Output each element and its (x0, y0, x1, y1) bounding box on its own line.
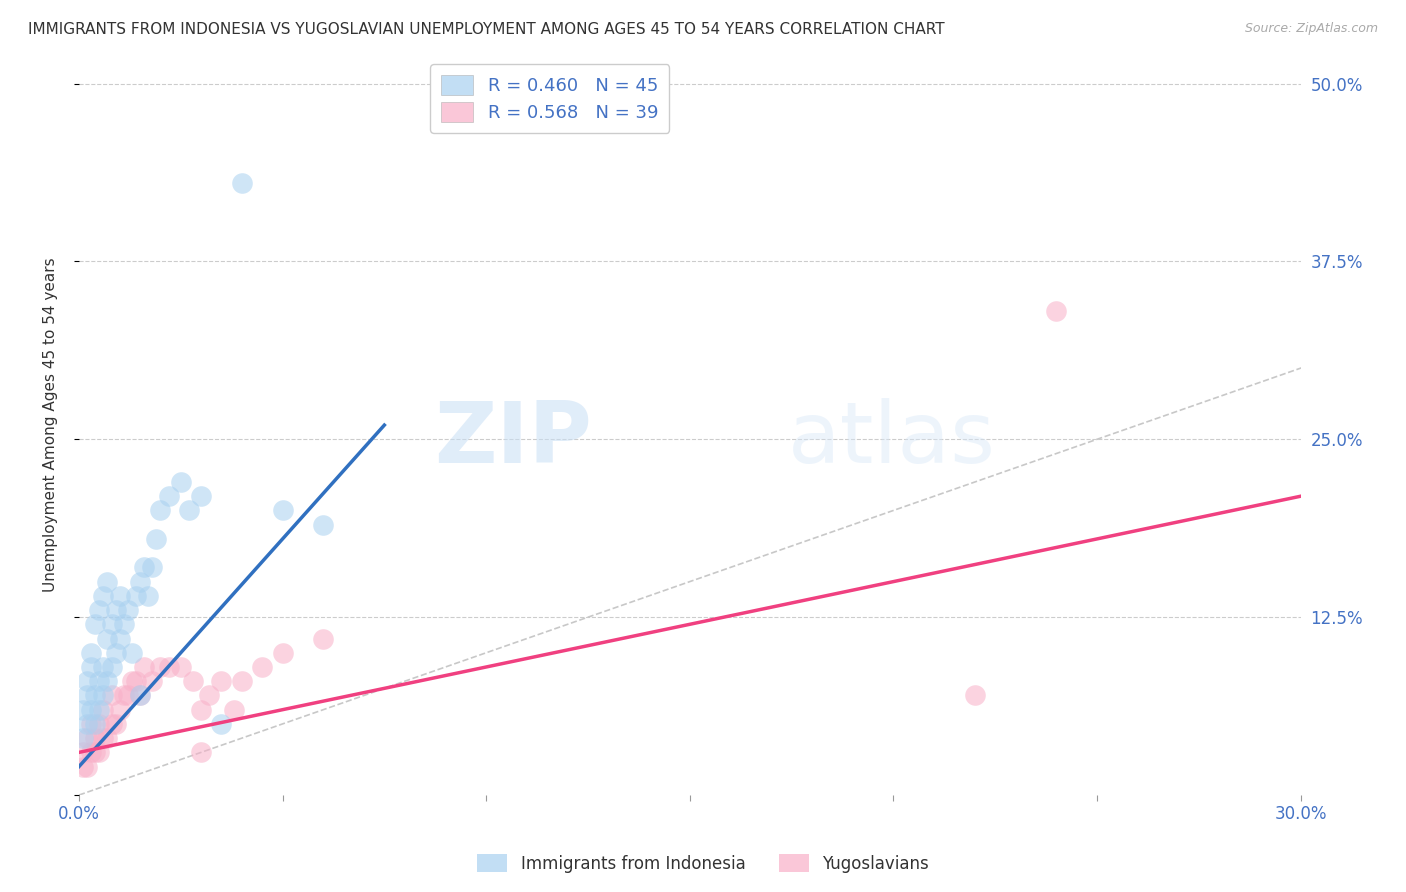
Point (80, 717, 103, 731)
Point (117, 689, 139, 703)
Point (80, 646, 103, 660)
Point (121, 646, 143, 660)
Point (157, 489, 180, 503)
Point (100, 689, 122, 703)
Point (84, 745, 107, 759)
Point (170, 475, 193, 489)
Point (72, 731, 94, 746)
Point (136, 589, 159, 603)
Point (84, 617, 107, 632)
Point (89, 603, 111, 617)
Text: IMMIGRANTS FROM INDONESIA VS YUGOSLAVIAN UNEMPLOYMENT AMONG AGES 45 TO 54 YEARS : IMMIGRANTS FROM INDONESIA VS YUGOSLAVIAN… (28, 22, 945, 37)
Point (76, 731, 98, 746)
Point (145, 532, 167, 546)
Point (84, 731, 107, 746)
Point (231, 176, 253, 190)
Point (112, 617, 135, 632)
Point (141, 674, 163, 689)
Point (96, 632, 118, 646)
Point (96, 731, 118, 746)
Point (104, 603, 127, 617)
Point (108, 703, 131, 717)
Text: ZIP: ZIP (434, 399, 592, 482)
Point (312, 517, 335, 532)
Point (231, 674, 253, 689)
Point (76, 717, 98, 731)
Point (181, 674, 204, 689)
Point (108, 632, 131, 646)
Point (312, 632, 335, 646)
Point (104, 646, 127, 660)
Point (72, 745, 94, 759)
Point (141, 560, 163, 574)
Point (76, 674, 98, 689)
Point (112, 689, 135, 703)
Point (80, 660, 103, 674)
Point (96, 674, 118, 689)
Point (108, 589, 131, 603)
Legend: Immigrants from Indonesia, Yugoslavians: Immigrants from Indonesia, Yugoslavians (471, 847, 935, 880)
Y-axis label: Unemployment Among Ages 45 to 54 years: Unemployment Among Ages 45 to 54 years (44, 258, 58, 592)
Point (271, 503, 294, 517)
Point (129, 689, 152, 703)
Point (1045, 304, 1067, 318)
Text: Source: ZipAtlas.com: Source: ZipAtlas.com (1244, 22, 1378, 36)
Point (121, 674, 143, 689)
Point (93, 689, 115, 703)
Legend: R = 0.460   N = 45, R = 0.568   N = 39: R = 0.460 N = 45, R = 0.568 N = 39 (430, 64, 669, 133)
Point (211, 717, 233, 731)
Point (190, 489, 212, 503)
Point (89, 674, 111, 689)
Point (190, 745, 212, 759)
Point (89, 703, 111, 717)
Point (89, 745, 111, 759)
Point (76, 759, 98, 773)
Point (84, 717, 107, 731)
Point (132, 660, 155, 674)
Point (93, 589, 115, 603)
Point (72, 759, 94, 773)
Point (198, 689, 221, 703)
Point (100, 660, 122, 674)
Point (100, 617, 122, 632)
Point (125, 589, 148, 603)
Point (80, 703, 103, 717)
Point (93, 703, 115, 717)
Point (117, 603, 139, 617)
Point (190, 703, 212, 717)
Point (177, 503, 200, 517)
Point (96, 574, 118, 589)
Point (250, 660, 273, 674)
Point (93, 731, 115, 746)
Point (132, 560, 155, 574)
Point (80, 745, 103, 759)
Point (125, 674, 148, 689)
Point (100, 717, 122, 731)
Point (72, 703, 94, 717)
Point (84, 689, 107, 703)
Point (222, 703, 245, 717)
Point (157, 660, 180, 674)
Point (149, 503, 172, 517)
Point (76, 689, 98, 703)
Point (93, 660, 115, 674)
Point (149, 660, 172, 674)
Point (963, 689, 986, 703)
Point (104, 717, 127, 731)
Point (211, 674, 233, 689)
Point (129, 574, 152, 589)
Point (170, 660, 193, 674)
Text: atlas: atlas (787, 399, 995, 482)
Point (89, 717, 111, 731)
Point (271, 646, 294, 660)
Point (129, 689, 152, 703)
